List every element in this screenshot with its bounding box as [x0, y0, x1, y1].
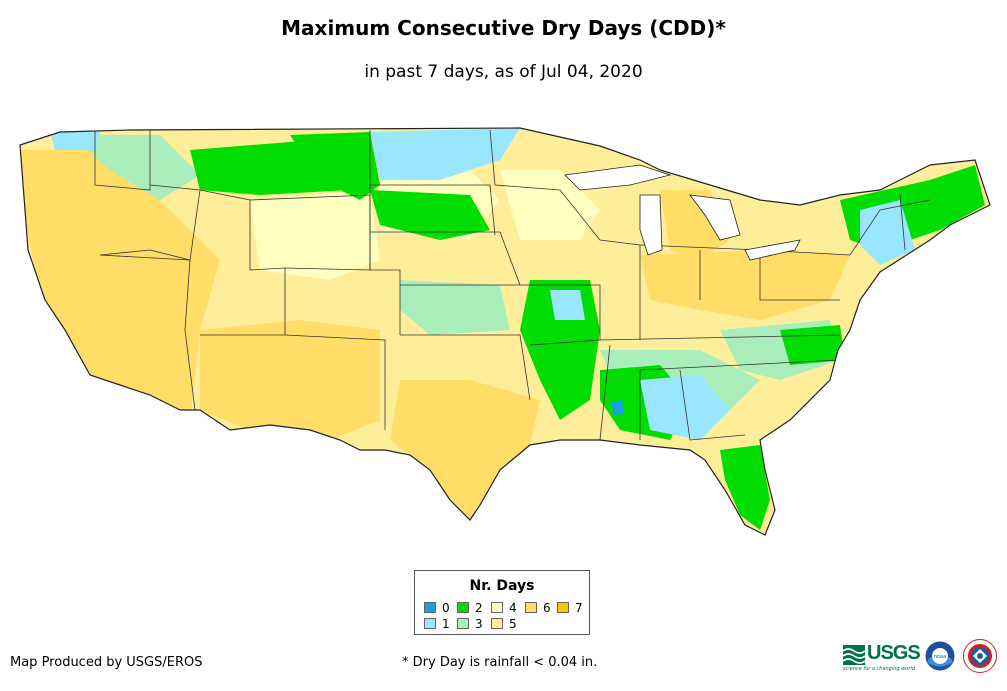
legend-item-2: 2: [457, 602, 483, 615]
region-nebraska-2-days: [370, 190, 490, 240]
region-southwest-6-days: [200, 320, 380, 440]
noaa-logo-text: noaa: [934, 654, 946, 660]
us-dry-days-map: [19, 127, 991, 536]
lake-michigan: [639, 194, 663, 256]
legend-label: 2: [475, 601, 483, 615]
region-west-6-days: [20, 150, 220, 420]
legend-label: 0: [442, 601, 450, 615]
region-rockies-4-days: [250, 190, 380, 280]
region-kansas-3-days: [400, 280, 510, 335]
legend-swatch: [557, 602, 569, 613]
legend-swatch: [525, 602, 537, 613]
legend-item-1: 1: [424, 618, 450, 631]
legend-item-7: 7: [557, 602, 583, 615]
region-florida-2-days: [720, 445, 770, 530]
map-subtitle: in past 7 days, as of Jul 04, 2020: [364, 62, 643, 82]
legend: Nr. Days 0 1 2 3 4 5 6 7: [414, 570, 590, 635]
state-boundaries: [94, 129, 931, 441]
legend-item-6: 6: [525, 602, 551, 615]
region-ohio-valley-6-days: [640, 250, 850, 320]
region-idaho-3-days: [70, 135, 200, 200]
map-credit: Map Produced by USGS/EROS: [10, 655, 203, 670]
legend-swatch: [457, 618, 469, 629]
legend-swatch: [424, 602, 436, 613]
lake-superior: [564, 164, 672, 191]
legend-label: 3: [475, 617, 483, 631]
region-northdakota-1-day: [370, 128, 520, 180]
lake-erie: [744, 239, 801, 261]
legend-label: 5: [509, 617, 517, 631]
usgs-wave-icon: [842, 645, 866, 665]
dry-day-footnote: * Dry Day is rainfall < 0.04 in.: [402, 655, 598, 670]
legend-label: 7: [575, 601, 583, 615]
usgs-logo-text: USGS: [867, 642, 921, 664]
usgs-tagline: science for a changing world: [843, 666, 915, 672]
legend-item-4: 4: [491, 602, 517, 615]
nws-logo: [963, 639, 997, 673]
legend-label: 1: [442, 617, 450, 631]
region-missouri-1-day: [550, 290, 585, 320]
legend-title: Nr. Days: [469, 578, 535, 594]
noaa-logo: noaa: [925, 641, 955, 671]
region-washington-1-day: [50, 132, 100, 150]
legend-item-5: 5: [491, 618, 517, 631]
region-texas-6-days: [390, 380, 540, 520]
legend-swatch: [491, 618, 503, 629]
legend-swatch: [424, 618, 436, 629]
legend-swatch: [457, 602, 469, 613]
legend-label: 6: [543, 601, 551, 615]
legend-swatch: [491, 602, 503, 613]
lake-huron: [689, 194, 741, 241]
region-newengland-1-day: [860, 200, 915, 265]
region-dakotas-2-days: [290, 132, 380, 200]
legend-label: 4: [509, 601, 517, 615]
usgs-logo: USGS science for a changing world: [842, 642, 921, 672]
legend-item-0: 0: [424, 602, 450, 615]
map-title: Maximum Consecutive Dry Days (CDD)*: [281, 16, 726, 40]
region-mississippi-0-days: [612, 400, 624, 415]
legend-item-3: 3: [457, 618, 483, 631]
